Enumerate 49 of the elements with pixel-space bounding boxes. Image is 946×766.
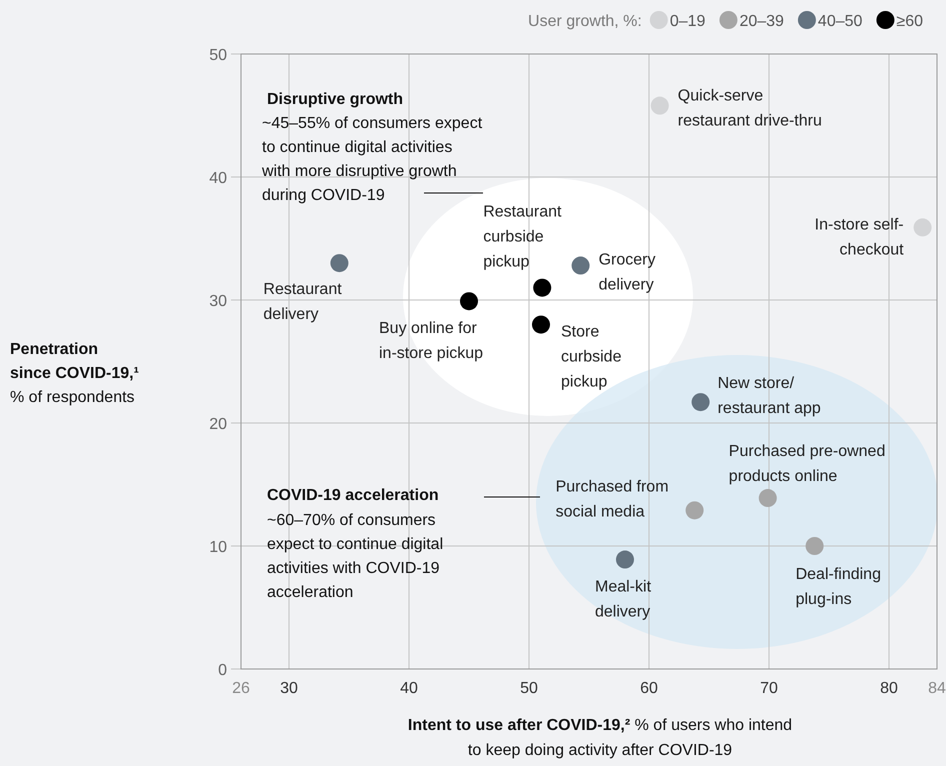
- legend-label: ≥60: [896, 13, 924, 30]
- point: [686, 501, 704, 520]
- annotation: Purchased pre-owned products online: [728, 443, 886, 486]
- annotation: In-store self-checkout: [814, 216, 904, 258]
- annotation: COVID-19 acceleration: [267, 487, 439, 504]
- x-tick-label: 40: [400, 680, 418, 697]
- x-tick-label: 84: [928, 680, 946, 697]
- x-tick-label: 26: [232, 680, 250, 697]
- y-tick-label: 30: [209, 293, 228, 310]
- annotation: Grocery delivery: [598, 252, 656, 294]
- point: [616, 550, 634, 569]
- x-tick-label: 30: [280, 680, 298, 697]
- annotation: ~60–70% of consumers expect to continue digital activities with COVID-19 acceleration: [267, 512, 444, 601]
- text: Intent to use after COVID-19,² % of users who intend to keep doing activity after COVID-19: [408, 717, 792, 759]
- x-tick-label: 70: [760, 680, 778, 697]
- point: [460, 292, 478, 310]
- point: [806, 537, 824, 555]
- point: [692, 393, 710, 412]
- point: [758, 489, 777, 508]
- annotation: Deal-finding plug-ins: [796, 566, 881, 608]
- point: [532, 316, 550, 334]
- y-tick-label: 20: [209, 416, 228, 433]
- point: [533, 278, 552, 297]
- annotation: Buy online for in-store pickup: [379, 320, 484, 362]
- point: [650, 96, 669, 115]
- point: [914, 218, 932, 236]
- point: [572, 256, 590, 275]
- x-tick-label: 80: [880, 680, 898, 697]
- x-tick-label: 50: [520, 680, 538, 697]
- legend-label: 0–19: [670, 13, 706, 30]
- legend-title: User growth, %:: [528, 13, 642, 30]
- text: Penetration since COVID-19,¹ % of respondents: [10, 341, 139, 406]
- annotation: Store curbside pickup: [561, 324, 622, 391]
- y-tick-label: 0: [218, 662, 228, 679]
- annotation: Quick-serve restaurant drive-thru: [678, 88, 822, 130]
- y-tick-label: 10: [209, 539, 228, 556]
- annotation: Restaurant delivery: [263, 281, 342, 324]
- annotation: Purchased from social media: [556, 478, 669, 520]
- point: [330, 254, 348, 272]
- annotation: New store/ restaurant app: [718, 375, 821, 418]
- legend-label: 40–50: [818, 13, 863, 30]
- annotation: Restaurant curbside pickup: [483, 204, 562, 271]
- annotation: Disruptive growth: [267, 91, 404, 108]
- annotation: ~45–55% of consumers expect to continue digital activities with more disruptive growth during COVID-19: [261, 115, 483, 204]
- x-tick-label: 60: [640, 680, 658, 697]
- annotation: Meal-kit delivery: [595, 578, 652, 621]
- y-tick-label: 50: [209, 47, 228, 64]
- y-tick-label: 40: [209, 170, 228, 187]
- legend-label: 20–39: [739, 13, 784, 30]
